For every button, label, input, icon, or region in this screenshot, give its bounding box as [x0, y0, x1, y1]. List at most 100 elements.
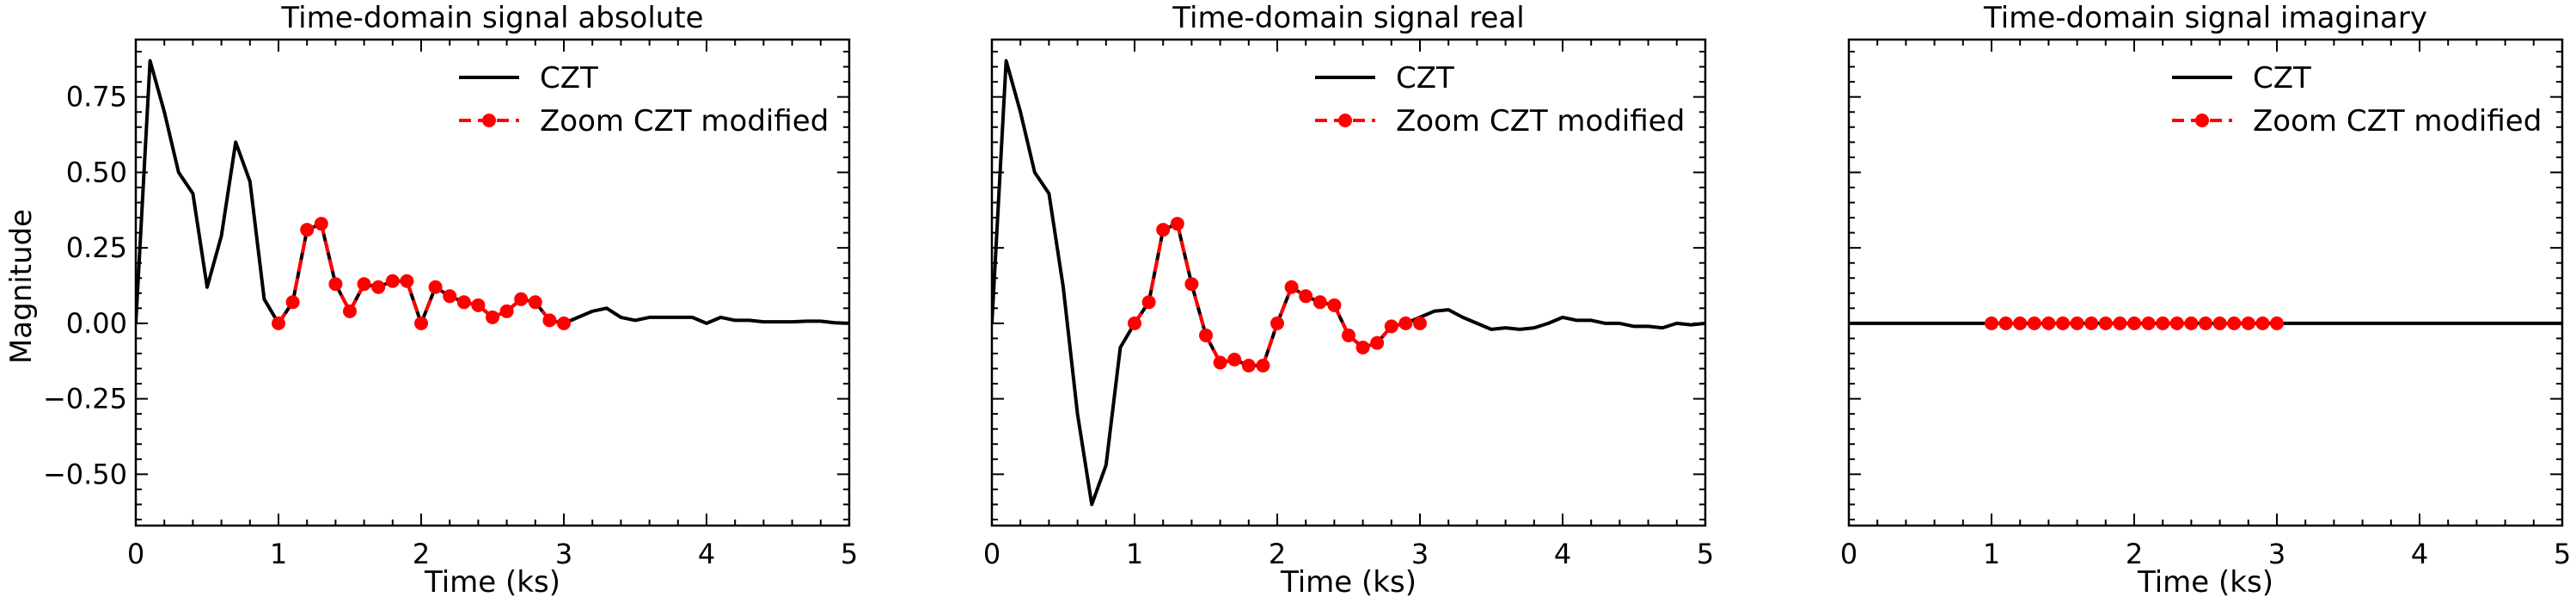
- x-tick-label: 0: [1840, 538, 1857, 570]
- zoom-data-point: [1342, 328, 1355, 342]
- y-axis-label: Magnitude: [4, 209, 39, 364]
- legend-zoom-label: Zoom CZT modified: [2253, 104, 2542, 138]
- zoom-data-point: [428, 280, 443, 294]
- zoom-data-point: [1398, 316, 1413, 330]
- x-tick-label: 0: [983, 538, 1000, 570]
- legend-czt-label: CZT: [540, 61, 598, 95]
- zoom-data-point: [1213, 355, 1227, 370]
- x-axis-label: Time (ks): [2137, 565, 2273, 600]
- y-tick-label: −0.25: [43, 383, 127, 415]
- plot-area: 0 1 2 3 4 5: [983, 38, 1714, 570]
- zoom-data-point: [1156, 223, 1171, 237]
- zoom-data-point: [2070, 316, 2084, 330]
- zoom-data-point: [343, 304, 357, 318]
- zoom-data-point: [2113, 316, 2127, 330]
- x-tick-label: 2: [2126, 538, 2143, 570]
- axes-frame: [1847, 38, 2564, 527]
- legend-zoom-label: Zoom CZT modified: [540, 104, 829, 138]
- zoom-data-point: [1184, 277, 1199, 292]
- zoom-data-point: [1355, 340, 1370, 354]
- axes-frame: [990, 38, 1707, 527]
- zoom-data-point: [2127, 316, 2141, 330]
- legend: CZT Zoom CZT modified: [1315, 61, 1685, 138]
- zoom-data-point: [1270, 316, 1284, 330]
- zoom-data-point: [2041, 316, 2056, 330]
- zoom-data-point: [1384, 319, 1398, 334]
- legend-czt-label: CZT: [1396, 61, 1454, 95]
- zoom-data-point: [285, 295, 300, 310]
- zoom-data-point: [385, 274, 400, 288]
- x-axis-label: Time (ks): [424, 565, 560, 600]
- zoom-data-point: [2156, 316, 2170, 330]
- zoom-data-point: [300, 223, 315, 237]
- y-tick-label: 0.00: [66, 307, 127, 340]
- zoom-data-point: [471, 298, 486, 312]
- x-tick-label: 1: [270, 538, 287, 570]
- plot-area: 0 1 2 3 4 5: [1840, 38, 2571, 570]
- zoom-data-point: [2098, 316, 2113, 330]
- x-tick-label: 1: [1126, 538, 1143, 570]
- x-tick-label: 2: [413, 538, 430, 570]
- zoom-data-point: [486, 310, 499, 324]
- zoom-data-point: [1998, 316, 2013, 330]
- zoom-data-point: [414, 316, 428, 330]
- y-tick-label: 0.25: [66, 231, 127, 264]
- zoom-data-point: [443, 289, 457, 304]
- zoom-data-point: [2141, 316, 2156, 330]
- plot-area: 0 1 2 3 4 5 −0.50 −0.25 0.00 0.25 0.50 0.75: [43, 38, 858, 570]
- zoom-data-point: [2255, 316, 2270, 330]
- y-tick-label: 0.50: [66, 156, 127, 188]
- zoom-data-point: [1284, 280, 1299, 294]
- panel-absolute: Time-domain signal absolute 0 1 2 3 4 5 −0.50 −…: [4, 1, 858, 600]
- zoom-data-point: [2056, 316, 2070, 330]
- zoom-data-point: [2227, 316, 2242, 330]
- panel-imaginary: Time-domain signal imaginary 0 1 2 3 4 5 Time…: [1840, 1, 2571, 600]
- zoom-data-point: [2027, 316, 2041, 330]
- zoom-data-point: [2241, 316, 2255, 330]
- zoom-data-point: [1256, 359, 1270, 373]
- legend-zoom-marker: [2195, 114, 2209, 127]
- zoom-data-point: [2084, 316, 2099, 330]
- zoom-data-point: [499, 304, 514, 318]
- zoom-data-point: [1985, 316, 1998, 330]
- x-tick-label: 3: [555, 538, 572, 570]
- axes-frame: [134, 38, 851, 527]
- legend: CZT Zoom CZT modified: [459, 61, 829, 138]
- zoom-data-point: [456, 295, 471, 310]
- y-tick-label: −0.50: [43, 458, 127, 490]
- legend-zoom-marker: [482, 114, 496, 127]
- x-tick-label: 1: [1983, 538, 2000, 570]
- x-tick-label: 5: [1697, 538, 1714, 570]
- zoom-data-point: [314, 217, 328, 231]
- zoom-data-point: [2212, 316, 2227, 330]
- zoom-data-point: [2184, 316, 2199, 330]
- x-axis-label: Time (ks): [1280, 565, 1416, 600]
- zoom-data-point: [1199, 328, 1213, 342]
- zoom-data-point: [514, 292, 529, 306]
- panel-title: Time-domain signal real: [1172, 1, 1524, 35]
- zoom-data-point: [1299, 289, 1313, 304]
- zoom-data-point: [1312, 295, 1327, 310]
- zoom-data-point: [1413, 316, 1427, 330]
- zoom-data-point: [2199, 316, 2212, 330]
- y-tick-label: 0.75: [66, 81, 127, 114]
- zoom-data-point: [1227, 352, 1242, 366]
- x-tick-label: 3: [2268, 538, 2285, 570]
- zoom-data-point: [2169, 316, 2184, 330]
- zoom-data-point: [1241, 359, 1256, 373]
- zoom-data-point: [400, 274, 414, 288]
- zoom-data-point: [2270, 316, 2284, 330]
- zoom-data-point: [272, 316, 285, 330]
- zoom-data-point: [2013, 316, 2028, 330]
- x-tick-label: 3: [1411, 538, 1429, 570]
- x-tick-label: 4: [698, 538, 715, 570]
- zoom-data-point: [357, 277, 371, 292]
- x-tick-label: 5: [841, 538, 858, 570]
- x-tick-label: 5: [2554, 538, 2571, 570]
- panel-title: Time-domain signal absolute: [280, 1, 703, 35]
- zoom-data-point: [542, 313, 557, 328]
- legend-zoom-marker: [1338, 114, 1352, 127]
- zoom-data-point: [1170, 217, 1184, 231]
